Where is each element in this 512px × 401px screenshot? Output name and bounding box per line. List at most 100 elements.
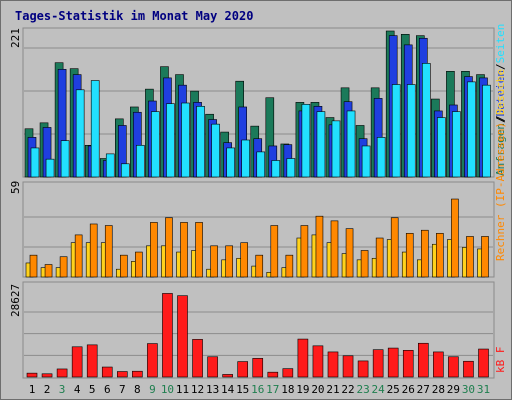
x-label-day-18: 18 [281,383,294,396]
x-axis-labels: 1 2 3 4 5 6 7 8 9 10 11 12 13 14 15 16 17 18 19 20 21 22 23 24 2… [29,383,490,396]
bar-rechner-day-23 [360,250,369,278]
x-label-day-29: 29 [447,383,460,396]
x-label-day-30: 30 [462,383,475,396]
legend-sep-3: / [494,115,507,122]
bar-rechner-day-24 [375,237,384,278]
bar-seiten-day-15 [241,139,250,178]
bar-kbytes-day-27 [417,342,429,378]
bar-rechner-day-28 [436,233,444,278]
legend-kbytes: kB F [494,347,507,374]
x-label-day-26: 26 [402,383,415,396]
bar-rechner-day-22 [345,228,354,278]
bar-kbytes-day-5 [86,344,98,378]
x-label-day-14: 14 [221,383,235,396]
x-label-day-20: 20 [311,383,324,396]
bar-seiten-day-29 [452,111,461,178]
bar-kbytes-day-23 [357,360,369,378]
legend-anfragen: Anfragen [494,123,507,176]
x-label-day-25: 25 [387,383,400,396]
bar-kbytes-day-19 [297,338,309,378]
x-label-day-28: 28 [432,383,445,396]
bar-seiten-day-23 [361,145,371,178]
bar-kbytes-day-25 [387,347,399,378]
bar-rechner-day-12 [195,222,203,278]
x-label-day-5: 5 [89,383,96,396]
bar-rechner-day-31 [481,236,489,278]
bar-kbytes-day-21 [327,351,339,378]
bar-seiten-day-28 [437,117,446,178]
legend-dateien: Dateien [494,70,507,116]
bar-kbytes-day-2 [41,373,53,378]
bar-kbytes-day-26 [402,350,414,378]
bar-seiten-day-30 [467,81,476,178]
x-label-day-1: 1 [29,383,36,396]
bar-rechner-day-5 [89,223,98,278]
x-label-day-17: 17 [266,383,279,396]
bar-rechner-day-7 [120,254,128,278]
panel-hits-bars [24,30,491,178]
bar-kbytes-day-16 [252,358,264,378]
bar-rechner-day-27 [420,229,429,278]
bar-rechner-day-25 [390,217,399,278]
bar-rechner-day-14 [225,245,233,278]
bar-kbytes-day-4 [71,346,83,378]
chart-title: Tages-Statistik im Monat May 2020 [15,9,253,23]
x-label-day-15: 15 [236,383,249,396]
x-label-day-3: 3 [59,383,66,396]
bar-seiten-day-6 [105,153,115,178]
bar-rechner-day-3 [59,256,68,278]
bar-seiten-day-17 [271,160,281,178]
bar-seiten-day-27 [421,63,431,178]
bar-seiten-day-3 [60,140,70,178]
x-label-day-9: 9 [149,383,156,396]
bar-seiten-day-13 [211,123,220,178]
bar-kbytes-day-28 [433,351,444,378]
bar-seiten-day-9 [151,111,160,178]
x-label-day-2: 2 [44,383,51,396]
bar-kbytes-day-10 [162,293,173,378]
bar-seiten-day-11 [181,102,190,178]
bar-seiten-day-19 [301,104,311,178]
bar-kbytes-day-29 [448,356,459,378]
x-label-day-10: 10 [161,383,174,396]
bar-rechner-day-9 [150,222,158,278]
bar-kbytes-day-9 [147,343,158,378]
bar-kbytes-day-12 [192,339,203,378]
bar-seiten-day-24 [376,137,386,178]
x-label-day-7: 7 [119,383,126,396]
bar-seiten-day-22 [346,110,356,178]
panel-kbytes-grid [24,311,493,356]
x-label-day-22: 22 [341,383,354,396]
bar-seiten-day-18 [286,158,296,178]
panel-visits-ymax: 59 [9,181,22,194]
bar-kbytes-day-17 [267,371,279,378]
bar-seiten-day-14 [226,147,235,178]
bar-rechner-day-15 [240,242,248,278]
x-label-day-16: 16 [251,383,264,396]
x-label-day-13: 13 [206,383,219,396]
bar-seiten-day-7 [121,163,130,178]
bar-rechner-day-1 [29,254,38,278]
x-label-day-23: 23 [356,383,369,396]
bar-rechner-day-10 [165,217,173,278]
bar-kbytes-day-13 [207,356,218,378]
bar-kbytes-day-30 [463,360,474,378]
bar-rechner-day-30 [466,236,474,278]
legend-sep-2: / [494,63,507,70]
x-label-day-21: 21 [326,383,339,396]
panel-visits-bars [25,198,489,278]
bar-kbytes-day-1 [26,372,38,378]
bar-kbytes-day-14 [222,374,233,378]
bar-seiten-day-31 [482,84,491,178]
x-label-day-31: 31 [477,383,490,396]
x-label-day-27: 27 [417,383,430,396]
bar-rechner-day-2 [44,264,53,278]
bar-seiten-day-4 [75,89,85,178]
bar-kbytes-day-7 [117,371,128,378]
bar-seiten-day-20 [316,111,326,178]
x-label-day-6: 6 [104,383,111,396]
panel-kbytes-ymax: 28627 [9,284,22,317]
x-label-day-4: 4 [74,383,81,396]
panel-hits-ymax: 221 [9,28,22,48]
